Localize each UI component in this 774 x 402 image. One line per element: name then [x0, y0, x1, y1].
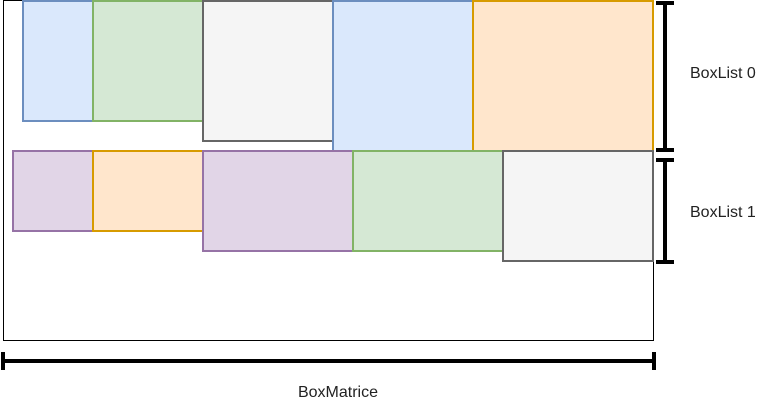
boxmatrice-label: BoxMatrice [298, 384, 378, 401]
boxlist-1-label: BoxList 1 [690, 204, 756, 221]
boxlist-1-box-3 [352, 150, 504, 252]
boxlist-1-box-1 [92, 150, 204, 232]
boxes-layer [12, 0, 654, 262]
boxlist-1-box-0 [12, 150, 94, 232]
boxmatrice-width-bracket [1, 352, 656, 370]
boxlist-0-box-3 [332, 0, 474, 152]
boxlist-1-bracket [656, 158, 674, 264]
boxlist-1-box-4 [502, 150, 654, 262]
boxlist-0-box-4 [472, 0, 654, 152]
boxlist-0-label: BoxList 0 [690, 65, 756, 82]
boxlist-0-box-0 [22, 0, 94, 122]
boxlist-0-bracket [656, 1, 674, 152]
boxlist-0-box-2 [202, 0, 334, 142]
boxlist-0-box-1 [92, 0, 204, 122]
boxlist-1-box-2 [202, 150, 354, 252]
